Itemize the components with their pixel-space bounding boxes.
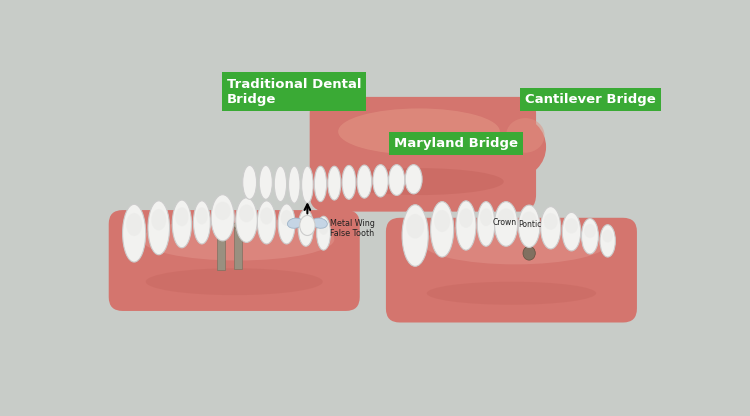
Ellipse shape	[484, 116, 546, 178]
Ellipse shape	[581, 218, 598, 254]
Ellipse shape	[211, 195, 234, 241]
Ellipse shape	[260, 207, 273, 225]
Ellipse shape	[477, 202, 495, 246]
FancyBboxPatch shape	[234, 225, 242, 269]
Text: Traditional Dental
Bridge: Traditional Dental Bridge	[226, 77, 361, 106]
Ellipse shape	[243, 166, 256, 199]
Ellipse shape	[357, 165, 372, 198]
Ellipse shape	[126, 213, 142, 236]
Ellipse shape	[494, 202, 517, 246]
Ellipse shape	[239, 204, 254, 222]
Ellipse shape	[148, 201, 170, 255]
Text: Pontic: Pontic	[518, 220, 542, 229]
Ellipse shape	[521, 211, 537, 228]
FancyBboxPatch shape	[217, 225, 225, 270]
Ellipse shape	[214, 202, 231, 220]
Ellipse shape	[314, 166, 327, 202]
Ellipse shape	[518, 205, 540, 248]
Ellipse shape	[342, 166, 356, 199]
Ellipse shape	[302, 166, 313, 203]
Text: Crown: Crown	[493, 218, 517, 227]
Ellipse shape	[600, 225, 616, 257]
Ellipse shape	[217, 223, 226, 228]
Ellipse shape	[405, 165, 422, 194]
Ellipse shape	[541, 207, 561, 249]
Ellipse shape	[316, 216, 331, 250]
Text: Cantilever Bridge: Cantilever Bridge	[525, 93, 656, 106]
Ellipse shape	[373, 165, 388, 197]
Ellipse shape	[146, 268, 322, 295]
Ellipse shape	[312, 218, 327, 228]
Ellipse shape	[300, 215, 315, 235]
FancyBboxPatch shape	[310, 97, 536, 212]
Ellipse shape	[402, 205, 428, 266]
Ellipse shape	[430, 202, 454, 257]
Ellipse shape	[602, 230, 613, 243]
Ellipse shape	[338, 109, 500, 155]
Ellipse shape	[523, 246, 536, 260]
Text: False Tooth: False Tooth	[331, 229, 374, 238]
Ellipse shape	[565, 218, 578, 233]
Ellipse shape	[172, 200, 191, 248]
Ellipse shape	[544, 213, 558, 230]
FancyBboxPatch shape	[109, 210, 360, 311]
Ellipse shape	[196, 207, 208, 225]
Ellipse shape	[287, 218, 303, 228]
Ellipse shape	[456, 201, 476, 250]
Ellipse shape	[260, 166, 272, 199]
FancyBboxPatch shape	[386, 218, 637, 322]
Ellipse shape	[498, 208, 514, 226]
Ellipse shape	[274, 166, 286, 202]
Ellipse shape	[176, 207, 188, 226]
Ellipse shape	[301, 215, 311, 230]
Ellipse shape	[122, 204, 146, 262]
Ellipse shape	[319, 221, 328, 235]
Ellipse shape	[506, 118, 544, 153]
Ellipse shape	[278, 204, 295, 244]
Ellipse shape	[480, 208, 492, 226]
Text: Metal Wing: Metal Wing	[331, 219, 375, 228]
Ellipse shape	[423, 222, 608, 264]
Ellipse shape	[328, 166, 340, 200]
Ellipse shape	[584, 224, 596, 238]
Ellipse shape	[257, 201, 276, 244]
Ellipse shape	[233, 223, 243, 228]
Ellipse shape	[289, 166, 300, 203]
Ellipse shape	[194, 201, 210, 244]
Ellipse shape	[434, 210, 450, 232]
Ellipse shape	[334, 168, 504, 195]
Ellipse shape	[280, 210, 292, 226]
Ellipse shape	[298, 209, 314, 246]
Ellipse shape	[562, 213, 580, 251]
Ellipse shape	[142, 218, 334, 260]
Ellipse shape	[427, 282, 596, 305]
Ellipse shape	[406, 214, 424, 238]
Ellipse shape	[236, 198, 257, 243]
Ellipse shape	[152, 209, 166, 230]
Ellipse shape	[459, 208, 473, 228]
Text: Maryland Bridge: Maryland Bridge	[394, 136, 518, 150]
Ellipse shape	[388, 165, 405, 196]
